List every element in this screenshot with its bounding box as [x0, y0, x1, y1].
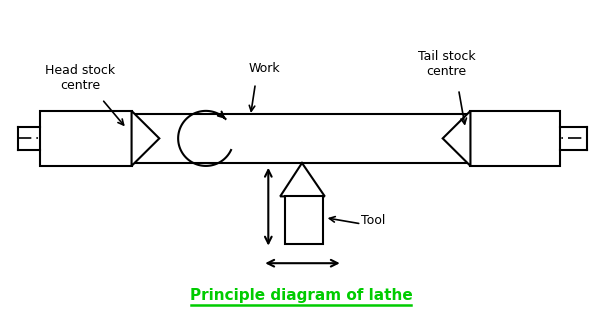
Text: Work: Work [248, 62, 280, 75]
Text: Head stock
centre: Head stock centre [45, 64, 115, 92]
Bar [285, 196, 323, 243]
Polygon shape [443, 111, 470, 166]
Bar [131, 114, 470, 163]
Bar [40, 111, 131, 166]
Polygon shape [131, 111, 159, 166]
Bar [470, 111, 560, 166]
Polygon shape [280, 163, 325, 196]
Text: Tool: Tool [361, 214, 386, 227]
Text: Principle diagram of lathe: Principle diagram of lathe [189, 288, 412, 303]
Text: Tail stock
centre: Tail stock centre [418, 50, 475, 78]
